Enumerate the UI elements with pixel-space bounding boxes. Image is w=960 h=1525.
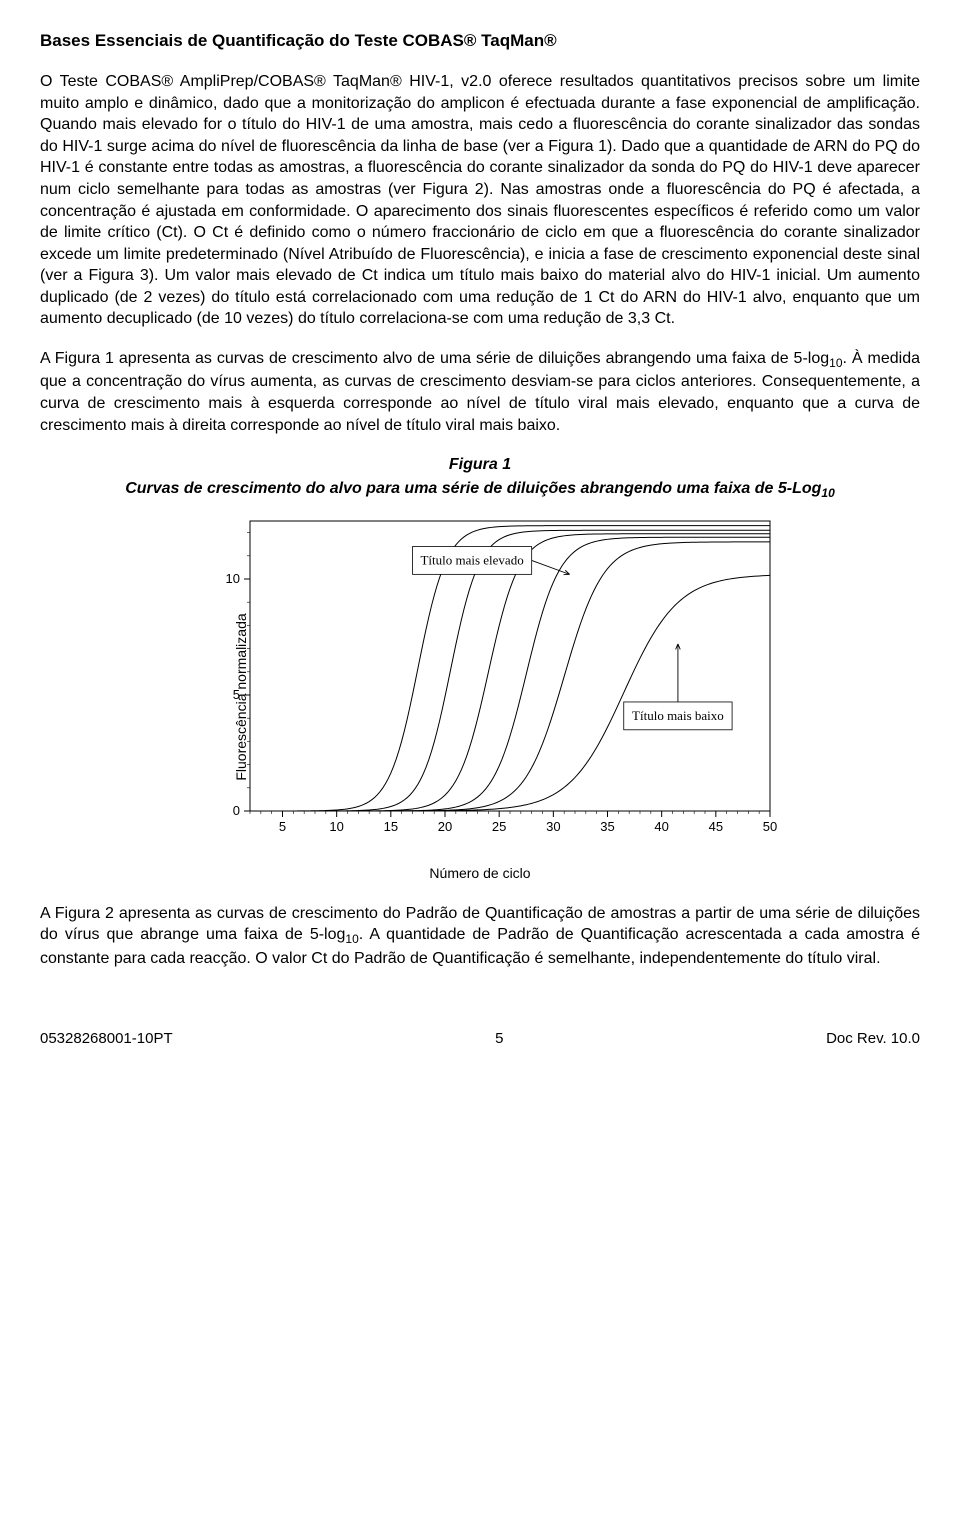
svg-text:30: 30 bbox=[546, 819, 560, 834]
page-footer: 05328268001-10PT 5 Doc Rev. 10.0 bbox=[40, 1029, 920, 1049]
svg-text:45: 45 bbox=[709, 819, 723, 834]
svg-text:0: 0 bbox=[233, 803, 240, 818]
figure-subtitle: Curvas de crescimento do alvo para uma s… bbox=[40, 478, 920, 501]
paragraph-1: O Teste COBAS® AmpliPrep/COBAS® TaqMan® … bbox=[40, 71, 920, 330]
svg-text:35: 35 bbox=[600, 819, 614, 834]
svg-text:10: 10 bbox=[329, 819, 343, 834]
chart-svg: 05105101520253035404550Título mais eleva… bbox=[180, 511, 780, 851]
paragraph-2: A Figura 1 apresenta as curvas de cresci… bbox=[40, 348, 920, 436]
figure-subtitle-prefix: Curvas de crescimento do alvo para uma s… bbox=[125, 480, 821, 497]
figure-1-chart: Fluorescência normalizada 05105101520253… bbox=[40, 511, 920, 882]
svg-text:Título mais elevado: Título mais elevado bbox=[420, 553, 523, 568]
paragraph-3: A Figura 2 apresenta as curvas de cresci… bbox=[40, 903, 920, 970]
footer-right: Doc Rev. 10.0 bbox=[826, 1029, 920, 1049]
svg-text:20: 20 bbox=[438, 819, 452, 834]
chart-xlabel: Número de ciclo bbox=[180, 864, 780, 883]
footer-page-number: 5 bbox=[495, 1029, 503, 1049]
svg-text:10: 10 bbox=[226, 571, 240, 586]
para3-sub: 10 bbox=[345, 932, 358, 946]
svg-text:15: 15 bbox=[384, 819, 398, 834]
svg-text:Título mais baixo: Título mais baixo bbox=[632, 708, 724, 723]
svg-text:40: 40 bbox=[654, 819, 668, 834]
figure-title: Figura 1 bbox=[40, 454, 920, 476]
svg-text:5: 5 bbox=[279, 819, 286, 834]
para2-text-prefix: A Figura 1 apresenta as curvas de cresci… bbox=[40, 350, 829, 367]
para2-sub: 10 bbox=[829, 356, 842, 370]
chart-ylabel: Fluorescência normalizada bbox=[232, 613, 251, 780]
footer-left: 05328268001-10PT bbox=[40, 1029, 173, 1049]
svg-text:25: 25 bbox=[492, 819, 506, 834]
svg-text:50: 50 bbox=[763, 819, 777, 834]
section-heading: Bases Essenciais de Quantificação do Tes… bbox=[40, 30, 920, 53]
figure-subtitle-sub: 10 bbox=[821, 486, 834, 500]
